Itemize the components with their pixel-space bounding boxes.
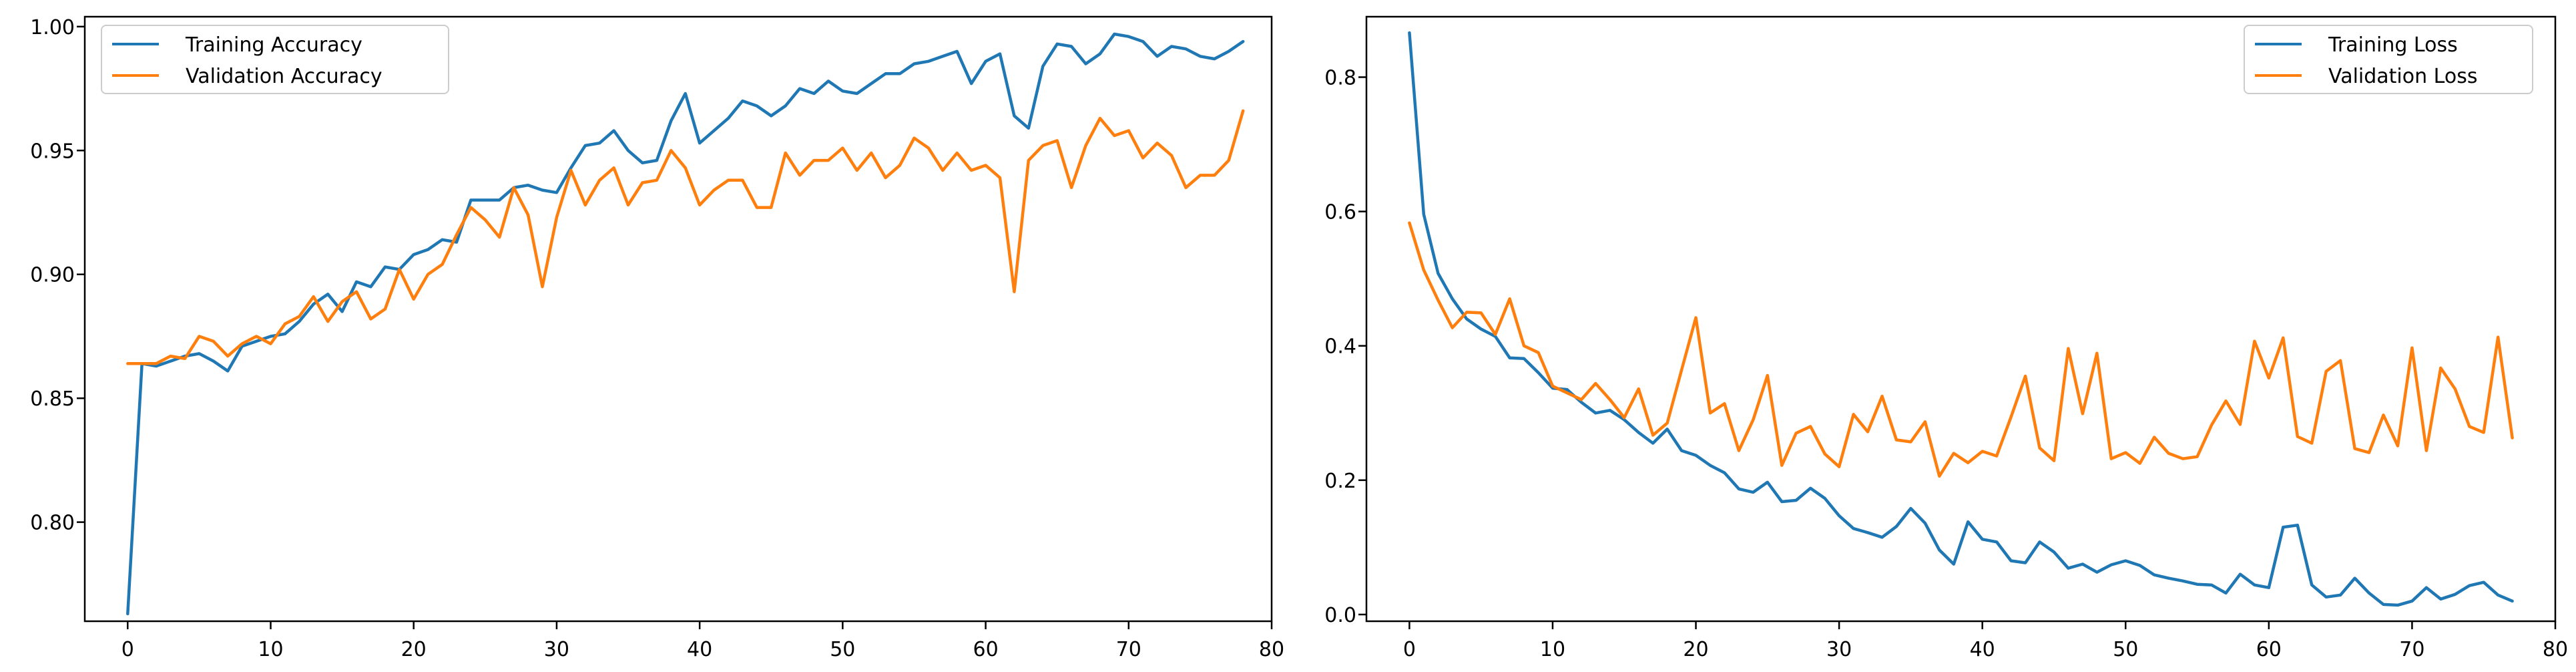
accuracy-xtick-label: 60 [973,638,999,661]
accuracy-ytick-label: 0.80 [30,512,75,535]
series-line-validation-accuracy [126,109,1245,365]
series-line-validation-loss [1408,221,2514,478]
loss-ytick-label: 0.8 [1324,67,1356,90]
loss-axes-frame [1365,15,2557,623]
loss-ytick-label: 0.2 [1324,470,1356,493]
loss-legend: Training Loss Validation Loss [2244,25,2533,94]
legend-label-validation-loss: Validation Loss [2328,65,2477,88]
loss-xtick-label: 70 [2399,638,2424,661]
loss-ytick-labels: 0.0 0.2 0.4 0.6 0.8 [1324,67,1356,627]
accuracy-legend: Training Accuracy Validation Accuracy [101,25,449,94]
accuracy-chart: 0.80 0.85 0.90 0.95 1.00 0 10 20 30 40 5… [30,15,1284,661]
loss-legend-box [2244,25,2533,94]
accuracy-xtick-label: 50 [830,638,855,661]
accuracy-xtick-label: 20 [401,638,427,661]
loss-xtick-label: 40 [1970,638,1995,661]
accuracy-xtick-label: 40 [687,638,712,661]
legend-label-training-accuracy: Training Accuracy [185,33,362,57]
accuracy-axes-frame [83,15,1273,623]
loss-chart: 0.0 0.2 0.4 0.6 0.8 0 10 20 30 40 50 60 … [1324,15,2568,661]
legend-label-training-loss: Training Loss [2328,33,2458,57]
legend-label-validation-accuracy: Validation Accuracy [186,65,382,88]
loss-xtick-label: 60 [2256,638,2282,661]
accuracy-xtick-labels: 0 10 20 30 40 50 60 70 80 [121,638,1284,661]
loss-xtick-labels: 0 10 20 30 40 50 60 70 80 [1403,638,2568,661]
loss-xtick-label: 20 [1683,638,1708,661]
accuracy-xtick-label: 80 [1259,638,1284,661]
accuracy-legend-box [101,25,449,94]
accuracy-ytick-label: 0.95 [30,140,75,163]
accuracy-xtick-label: 70 [1116,638,1141,661]
accuracy-ytick-labels: 0.80 0.85 0.90 0.95 1.00 [30,16,75,535]
accuracy-ytick-label: 0.85 [30,387,75,411]
loss-xtick-label: 80 [2543,638,2568,661]
accuracy-ytick-label: 0.90 [30,264,75,287]
loss-ytick-label: 0.6 [1324,201,1356,224]
loss-xtick-label: 30 [1826,638,1852,661]
loss-marks [1358,15,2557,629]
accuracy-ytick-label: 1.00 [30,16,75,39]
accuracy-xtick-label: 30 [544,638,569,661]
series-line-training-accuracy [126,32,1245,616]
loss-ytick-label: 0.4 [1324,335,1356,359]
loss-xtick-label: 50 [2113,638,2138,661]
series-line-training-loss [1408,31,2514,607]
loss-xtick-label: 0 [1403,638,1416,661]
accuracy-marks [77,15,1273,629]
accuracy-xtick-label: 10 [258,638,283,661]
accuracy-xtick-label: 0 [121,638,134,661]
loss-ytick-label: 0.0 [1324,604,1356,627]
loss-xtick-label: 10 [1540,638,1565,661]
